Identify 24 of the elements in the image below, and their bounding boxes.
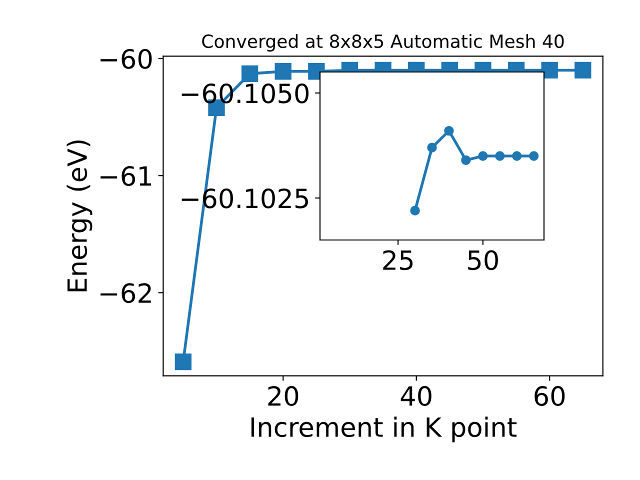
- y-tick-label: −62: [100, 283, 151, 304]
- point: [528, 151, 539, 161]
- point: [495, 151, 505, 161]
- y-tick-label: −61: [100, 166, 152, 186]
- x-tick-label: 25: [383, 250, 413, 270]
- point: [478, 151, 488, 161]
- x-tick-label: 40: [400, 386, 432, 406]
- x-axis-title: Increment in K point: [251, 416, 517, 442]
- point: [461, 155, 471, 166]
- point: [410, 206, 420, 216]
- point: [427, 142, 437, 152]
- point: [174, 353, 192, 370]
- point: [274, 63, 292, 80]
- point: [574, 62, 592, 79]
- x-tick-label: 60: [534, 386, 565, 406]
- point: [512, 151, 522, 161]
- chart-title: Converged at 8x8x5 Automatic Mesh 40: [202, 34, 564, 52]
- x-tick-label: 20: [268, 386, 298, 406]
- x-tick-label: 50: [468, 250, 498, 270]
- point: [241, 65, 258, 82]
- y-axis-title: Energy (eV): [66, 140, 92, 292]
- point: [541, 62, 558, 79]
- y-tick-label: −60: [100, 48, 152, 69]
- point: [444, 126, 454, 136]
